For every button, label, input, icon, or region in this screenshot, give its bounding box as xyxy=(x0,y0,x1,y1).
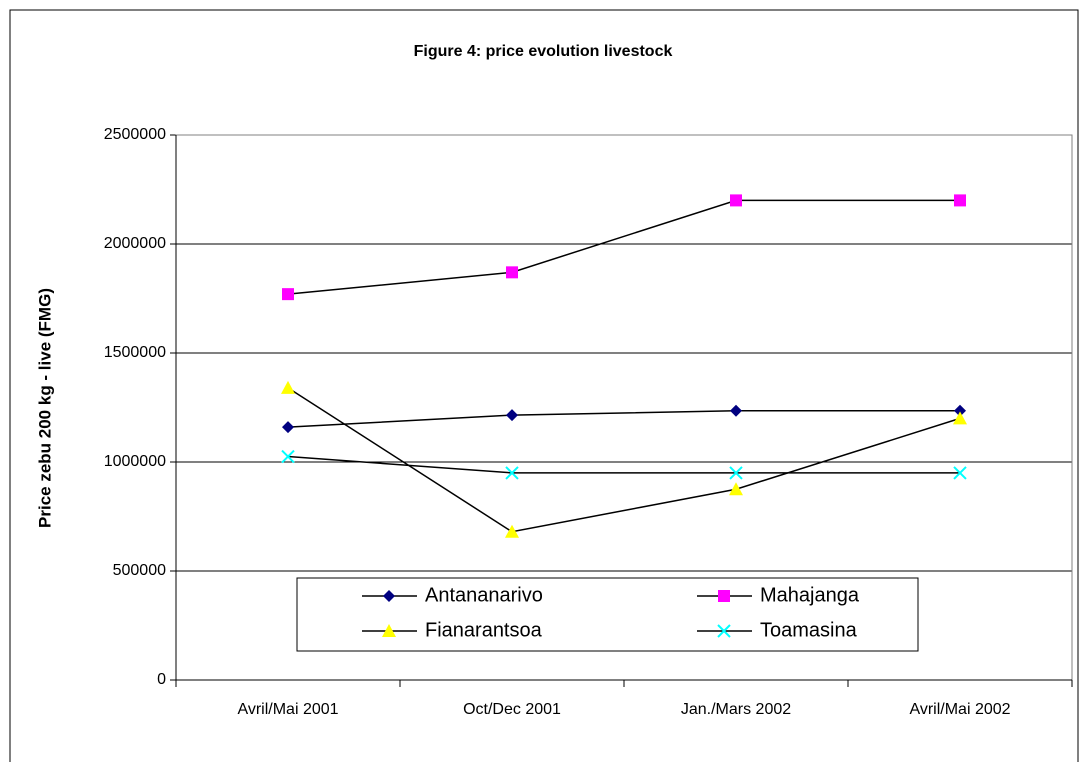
y-axis-label: Price zebu 200 kg - live (FMG) xyxy=(35,288,54,528)
chart-title: Figure 4: price evolution livestock xyxy=(414,43,673,60)
legend-marker xyxy=(718,590,730,602)
marker xyxy=(730,404,742,417)
marker xyxy=(282,288,294,301)
legend-label: Mahajanga xyxy=(760,584,860,606)
series-line xyxy=(287,199,960,295)
y-tick-label: 2000000 xyxy=(104,235,166,252)
series-line xyxy=(287,410,960,428)
marker xyxy=(729,466,743,480)
y-tick-label: 1000000 xyxy=(104,453,166,470)
x-tick-label: Avril/Mai 2001 xyxy=(237,701,338,718)
marker xyxy=(954,194,966,207)
x-tick-label: Avril/Mai 2002 xyxy=(909,701,1010,718)
series-line xyxy=(287,455,960,474)
y-tick-label: 2500000 xyxy=(104,126,166,143)
legend-label: Toamasina xyxy=(760,619,858,641)
legend-marker xyxy=(717,624,731,638)
legend xyxy=(296,577,919,652)
legend-label: Fianarantsoa xyxy=(425,619,543,641)
y-tick-label: 1500000 xyxy=(104,344,166,361)
marker xyxy=(506,409,518,422)
x-tick-label: Jan./Mars 2002 xyxy=(681,701,791,718)
marker xyxy=(505,524,519,538)
marker xyxy=(729,482,743,496)
marker xyxy=(281,449,295,464)
chart-frame xyxy=(9,9,1079,762)
x-tick-label: Oct/Dec 2001 xyxy=(463,701,561,718)
marker xyxy=(953,466,967,480)
marker xyxy=(505,466,519,480)
legend-marker xyxy=(383,590,395,602)
marker xyxy=(953,411,967,425)
y-tick-label: 0 xyxy=(157,671,166,688)
marker xyxy=(281,380,295,394)
series-line xyxy=(287,387,961,533)
legend-label: Antananarivo xyxy=(425,584,543,606)
y-tick-label: 500000 xyxy=(113,562,166,579)
marker xyxy=(954,404,966,417)
marker xyxy=(282,421,294,434)
marker xyxy=(506,266,518,279)
legend-marker xyxy=(382,624,396,637)
marker xyxy=(730,194,742,207)
